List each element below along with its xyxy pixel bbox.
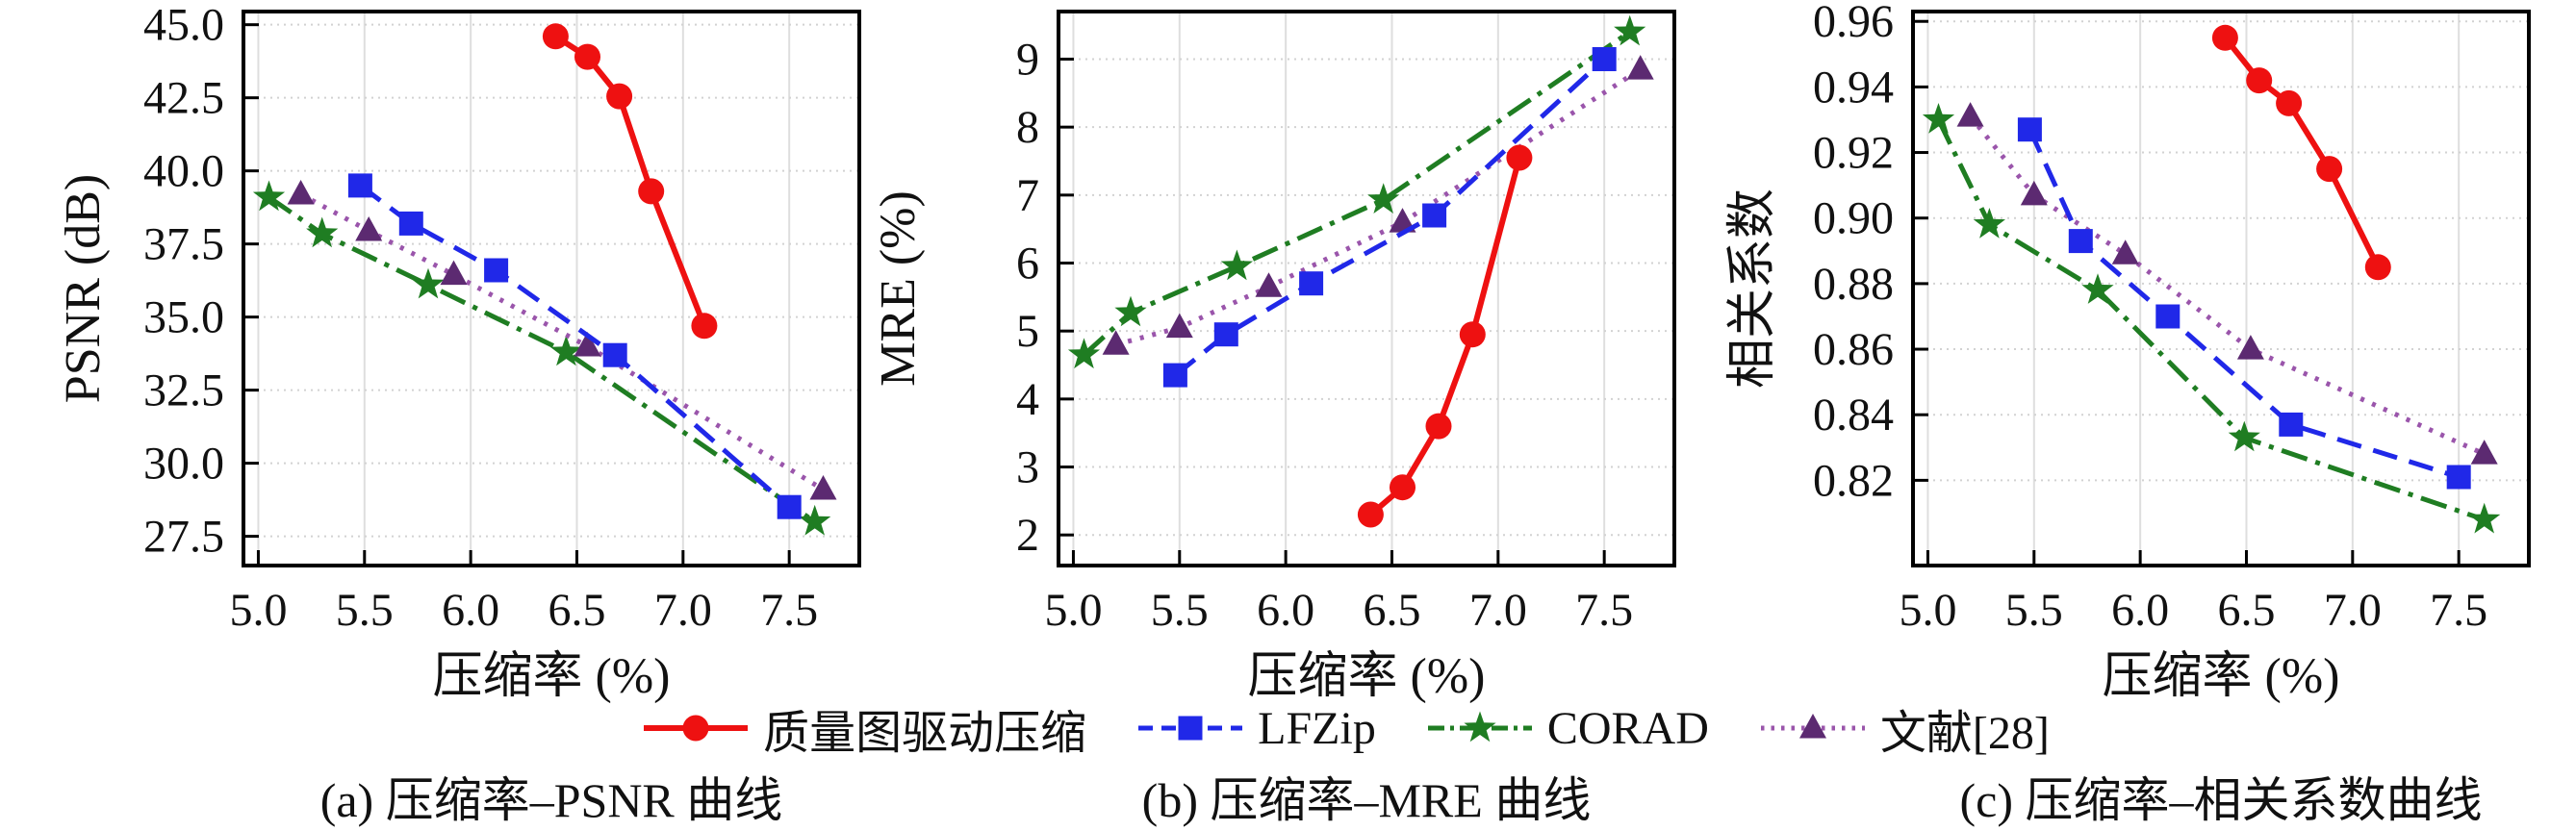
svg-text:0.86: 0.86 (1813, 324, 1894, 375)
svg-text:0.96: 0.96 (1813, 0, 1894, 47)
caption-a: (a) 压缩率–PSNR 曲线 (319, 773, 783, 827)
svg-text:5.5: 5.5 (2005, 585, 2063, 636)
legend-label: 文献[28] (1879, 708, 2050, 759)
svg-text:压缩率 (%): 压缩率 (%) (2103, 649, 2340, 704)
svg-text:7.0: 7.0 (2324, 585, 2382, 636)
svg-text:7.5: 7.5 (2430, 585, 2487, 636)
svg-text:0.88: 0.88 (1813, 259, 1894, 310)
svg-text:6.0: 6.0 (1257, 585, 1314, 636)
chart-mre: 5.0 5.5 6.0 6.5 7.0 7.5 2 3 4 5 6 7 8 9 压缩率 (%) MRE (%) (866, 0, 1722, 717)
legend-label: 质量图驱动压缩 (763, 708, 1087, 759)
svg-text:7.0: 7.0 (1469, 585, 1527, 636)
svg-text:6.5: 6.5 (2217, 585, 2275, 636)
svg-text:30.0: 30.0 (143, 439, 224, 490)
svg-text:2: 2 (1016, 510, 1039, 561)
legend-item-quality-map-compression: 质量图驱动压缩 (642, 694, 1086, 762)
svg-text:6.5: 6.5 (548, 585, 605, 636)
svg-text:6.0: 6.0 (2111, 585, 2169, 636)
svg-text:MRE (%): MRE (%) (871, 190, 926, 387)
svg-text:6: 6 (1016, 238, 1039, 289)
chart-correlation-canvas: 5.0 5.5 6.0 6.5 7.0 7.5 0.82 0.84 0.86 0.88 0.90 0.… (1725, 0, 2531, 704)
svg-text:27.5: 27.5 (143, 512, 224, 563)
chart-correlation: 5.0 5.5 6.0 6.5 7.0 7.5 0.82 0.84 0.86 0.88 0.90 0.… (1722, 0, 2576, 717)
caption-c: (c) 压缩率–相关系数曲线 (1959, 773, 2483, 827)
svg-text:40.0: 40.0 (143, 146, 224, 197)
svg-text:6.5: 6.5 (1363, 585, 1420, 636)
svg-text:32.5: 32.5 (143, 365, 224, 416)
chart-psnr-canvas: 5.0 5.5 6.0 6.5 7.0 7.5 27.5 30.0 32.5 35.0 37.5 40… (56, 0, 861, 704)
legend-swatch-blue-square-icon (1138, 716, 1243, 741)
svg-text:5.0: 5.0 (1044, 585, 1102, 636)
svg-text:37.5: 37.5 (143, 219, 224, 270)
legend-label: LFZip (1258, 702, 1376, 754)
svg-text:压缩率 (%): 压缩率 (%) (433, 649, 671, 704)
svg-text:7.5: 7.5 (760, 585, 818, 636)
legend-item-corad: CORAD (1426, 702, 1709, 755)
svg-text:相关系数: 相关系数 (1725, 189, 1780, 389)
svg-text:4: 4 (1016, 374, 1039, 425)
svg-text:5.5: 5.5 (336, 585, 394, 636)
svg-text:5.5: 5.5 (1151, 585, 1209, 636)
svg-text:PSNR (dB): PSNR (dB) (56, 174, 111, 403)
svg-text:42.5: 42.5 (143, 73, 224, 124)
svg-text:6.0: 6.0 (442, 585, 499, 636)
svg-text:7.5: 7.5 (1575, 585, 1633, 636)
svg-text:0.84: 0.84 (1813, 390, 1894, 441)
svg-text:5.0: 5.0 (1899, 585, 1956, 636)
svg-text:7: 7 (1016, 170, 1039, 221)
figure-legend: 质量图驱动压缩 LFZip CORAD 文献[28] (115, 694, 2576, 762)
charts-row: 5.0 5.5 6.0 6.5 7.0 7.5 27.5 30.0 32.5 35.0 37.5 40… (0, 0, 2576, 717)
legend-swatch-green-star-icon (1427, 711, 1532, 743)
svg-text:3: 3 (1016, 442, 1039, 493)
legend-label: CORAD (1546, 702, 1709, 754)
chart-mre-canvas: 5.0 5.5 6.0 6.5 7.0 7.5 2 3 4 5 6 7 8 9 压缩率 (%) MRE (%) (871, 10, 1676, 704)
caption-b: (b) 压缩率–MRE 曲线 (1141, 773, 1592, 827)
svg-text:5.0: 5.0 (229, 585, 287, 636)
chart-psnr: 5.0 5.5 6.0 6.5 7.0 7.5 27.5 30.0 32.5 35.0 37.5 40… (0, 0, 866, 717)
svg-text:8: 8 (1016, 102, 1039, 153)
legend-swatch-purple-triangle-icon (1760, 714, 1865, 739)
svg-text:7.0: 7.0 (654, 585, 712, 636)
legend-item-ref28: 文献[28] (1759, 694, 2050, 762)
svg-text:45.0: 45.0 (143, 0, 224, 51)
svg-text:0.92: 0.92 (1813, 128, 1894, 179)
legend-item-lfzip: LFZip (1136, 702, 1376, 755)
svg-text:5: 5 (1016, 306, 1039, 357)
svg-text:0.82: 0.82 (1813, 455, 1894, 506)
svg-text:35.0: 35.0 (143, 292, 224, 343)
legend-swatch-red-circle-icon (644, 715, 749, 742)
svg-text:压缩率 (%): 压缩率 (%) (1248, 649, 1486, 704)
svg-text:0.90: 0.90 (1813, 193, 1894, 244)
svg-text:0.94: 0.94 (1813, 62, 1894, 113)
svg-text:9: 9 (1016, 34, 1039, 85)
